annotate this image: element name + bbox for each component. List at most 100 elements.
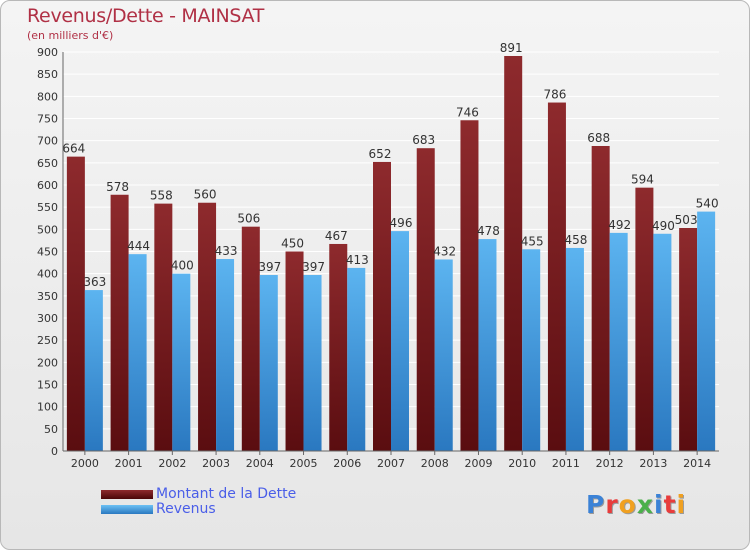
bar-dette [285,251,304,451]
data-label: 746 [456,105,479,119]
data-label: 492 [608,218,631,232]
y-tick-label: 50 [44,423,58,436]
bar-revenus [303,274,322,451]
bar-revenus [216,259,235,451]
bar-revenus [522,249,541,451]
data-label: 433 [215,244,238,258]
bar-dette [154,203,173,451]
bar-revenus [347,267,366,451]
bar-dette [110,194,129,451]
x-tick-label: 2006 [333,457,361,470]
x-tick-label: 2014 [683,457,711,470]
y-tick-label: 550 [37,201,58,214]
logo-letter: i [676,490,687,519]
data-label: 432 [433,244,456,258]
x-tick-label: 2003 [202,457,230,470]
bar-dette [460,120,479,452]
y-tick-label: 0 [51,445,58,458]
data-label: 478 [477,224,500,238]
bar-dette [635,187,654,451]
y-tick-label: 100 [37,401,58,414]
bar-revenus [172,273,191,451]
chart-title: Revenus/Dette - MAINSAT [27,5,265,27]
data-label: 397 [302,260,325,274]
x-tick-label: 2000 [71,457,99,470]
bar-revenus [128,254,147,451]
data-label: 503 [675,213,698,227]
data-label: 664 [62,142,85,156]
data-label: 688 [587,131,610,145]
y-tick-label: 650 [37,157,58,170]
x-tick-label: 2005 [290,457,318,470]
bar-dette [373,161,391,452]
bar-revenus [478,239,497,451]
bar-dette [66,156,85,452]
y-tick-label: 250 [37,334,58,347]
x-tick-label: 2008 [421,457,449,470]
legend-label-dette: Montant de la Dette [156,486,297,502]
x-tick-label: 2012 [596,457,624,470]
data-label: 652 [369,147,392,161]
y-tick-label: 500 [37,223,58,236]
data-label: 578 [106,180,129,194]
bar-dette [241,226,260,451]
y-tick-label: 150 [37,379,58,392]
bar-dette [547,102,566,451]
data-label: 413 [346,253,369,267]
data-label: 891 [500,41,523,55]
y-tick-label: 400 [37,268,58,281]
bar-dette [591,145,610,451]
x-tick-label: 2011 [552,457,580,470]
data-label: 683 [412,133,435,147]
y-tick-label: 450 [37,246,58,259]
y-tick-label: 200 [37,356,58,369]
bar-revenus [434,259,453,451]
y-tick-label: 350 [37,290,58,303]
logo-letter: x [636,490,654,519]
bar-revenus [609,232,628,451]
y-tick-label: 300 [37,312,58,325]
x-tick-label: 2007 [377,457,405,470]
data-label: 458 [564,233,587,247]
y-tick-label: 700 [37,135,58,148]
data-label: 490 [652,219,675,233]
y-tick-label: 800 [37,90,58,103]
bar-revenus [653,233,672,451]
y-tick-label: 900 [37,46,58,59]
bar-revenus [259,274,278,451]
bar-dette [416,148,435,451]
y-tick-label: 850 [37,68,58,81]
data-label: 496 [390,216,413,230]
logo-letter: r [605,490,619,519]
data-label: 506 [237,212,260,226]
data-label: 397 [258,260,281,274]
logo-letter: P [586,490,606,519]
y-tick-label: 600 [37,179,58,192]
logo-letter: o [618,490,637,519]
bar-revenus [391,231,409,451]
data-label: 455 [521,234,544,248]
legend-label-revenus: Revenus [156,501,216,517]
legend-swatch-dette [101,490,153,499]
x-tick-label: 2004 [246,457,274,470]
x-tick-label: 2002 [158,457,186,470]
y-tick-label: 750 [37,113,58,126]
chart-subtitle: (en milliers d'€) [27,29,114,42]
bar-dette [504,55,523,452]
legend-swatch-revenus [101,505,153,514]
bar-dette [198,202,217,451]
data-label: 444 [127,239,150,253]
data-label: 450 [281,237,304,251]
x-tick-label: 2009 [464,457,492,470]
x-tick-label: 2010 [508,457,536,470]
logo-letter: i [654,490,664,519]
bar-revenus [697,211,716,451]
bar-dette [679,228,698,451]
data-label: 558 [150,189,173,203]
data-label: 400 [171,259,194,273]
bar-dette [329,243,348,451]
data-label: 540 [696,197,719,211]
data-label: 560 [194,188,217,202]
